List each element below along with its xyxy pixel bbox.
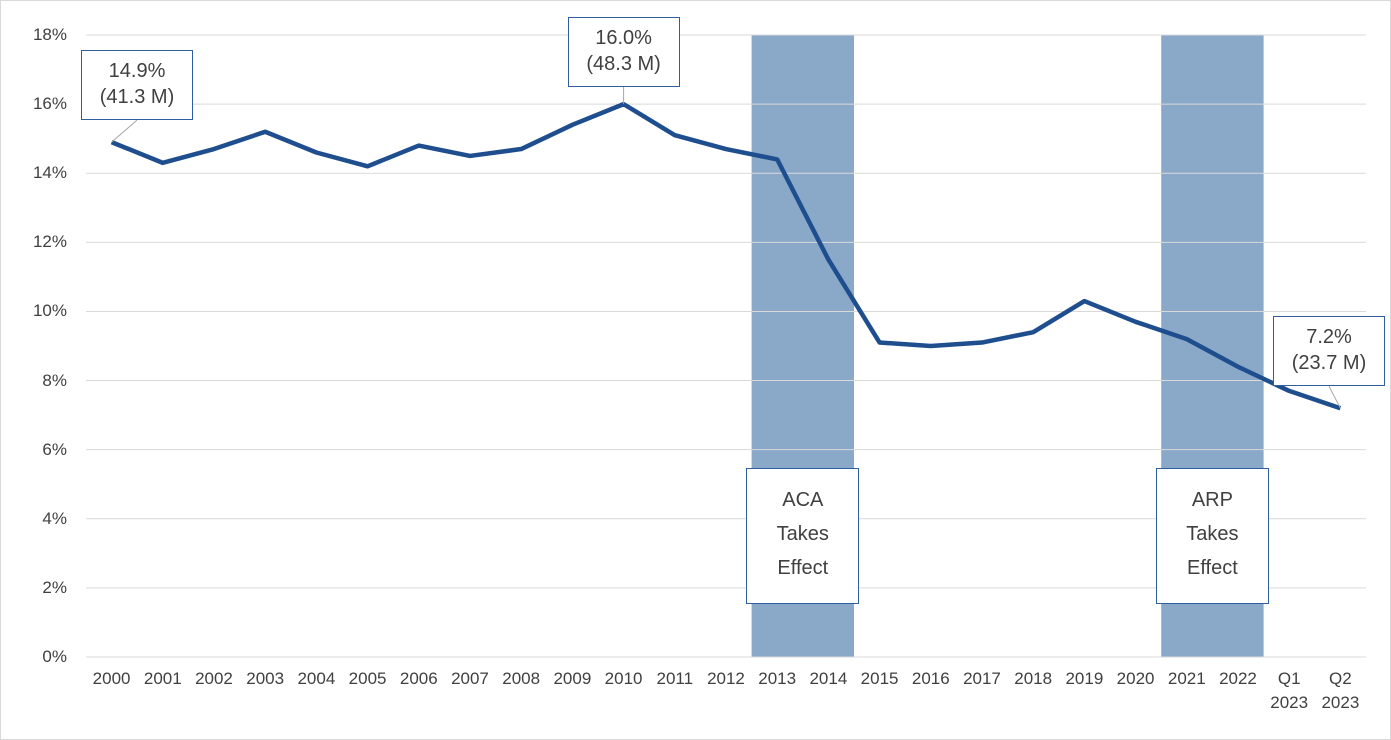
x-tick-label: 2013	[758, 669, 797, 688]
x-tick-label: 2010	[604, 669, 643, 688]
x-tick-label: 2018	[1014, 669, 1053, 688]
x-tick-label: 2003	[246, 669, 285, 688]
period-label: ACA Takes Effect	[746, 468, 860, 604]
x-tick-label: 2017	[963, 669, 1001, 688]
x-tick-label: Q2 2023	[1321, 669, 1360, 712]
y-tick-label: 0%	[42, 647, 67, 666]
x-tick-label: 2021	[1167, 669, 1206, 688]
x-tick-label: 2016	[911, 669, 950, 688]
y-tick-label: 10%	[32, 301, 67, 321]
x-tick-label: Q1 2023	[1270, 669, 1309, 712]
x-tick-label: 2001	[143, 669, 182, 688]
leader-line	[111, 119, 138, 143]
x-tick-label: 2007	[451, 669, 489, 688]
period-label: ARP Takes Effect	[1155, 468, 1269, 604]
x-tick-label: 2019	[1065, 669, 1104, 688]
leader-line	[1328, 385, 1341, 409]
x-tick-label: 2008	[502, 669, 541, 688]
enrollment-label: (23.7 M)	[1291, 352, 1367, 375]
x-tick-label: 2000	[92, 669, 131, 688]
x-tick-label: 2020	[1116, 669, 1155, 688]
x-tick-label: 2006	[399, 669, 438, 688]
x-tick-label: 2009	[553, 669, 592, 688]
x-tick-label: 2005	[348, 669, 387, 688]
x-tick-label: 2004	[297, 669, 336, 688]
x-tick-label: 2002	[195, 669, 233, 688]
y-tick-label: 14%	[32, 163, 67, 183]
x-tick-label: 2015	[860, 669, 899, 688]
x-tick-label: 2012	[707, 669, 745, 688]
y-tick-label: 6%	[42, 439, 67, 459]
x-tick-label: 2011	[656, 669, 694, 688]
y-tick-label: 18%	[32, 25, 67, 44]
value-label: 14.9%	[108, 60, 166, 83]
data-label: 7.2% (23.7 M)	[1273, 316, 1385, 387]
y-tick-label: 16%	[32, 94, 67, 114]
y-tick-label: 4%	[42, 508, 67, 528]
value-label: 7.2%	[1306, 326, 1352, 349]
value-label: 16.0%	[595, 27, 652, 49]
data-label: 16.0% (48.3 M)	[567, 17, 680, 87]
y-tick-label: 12%	[32, 232, 67, 252]
data-label: 14.9% (41.3 M)	[81, 50, 193, 121]
enrollment-label: (48.3 M)	[586, 53, 661, 75]
data-line	[110, 101, 1342, 411]
x-tick-label: 2014	[809, 669, 848, 688]
x-tick-label: 2022	[1219, 669, 1257, 688]
enrollment-label: (41.3 M)	[99, 86, 175, 109]
y-tick-label: 2%	[42, 577, 67, 597]
y-tick-label: 8%	[42, 370, 67, 390]
